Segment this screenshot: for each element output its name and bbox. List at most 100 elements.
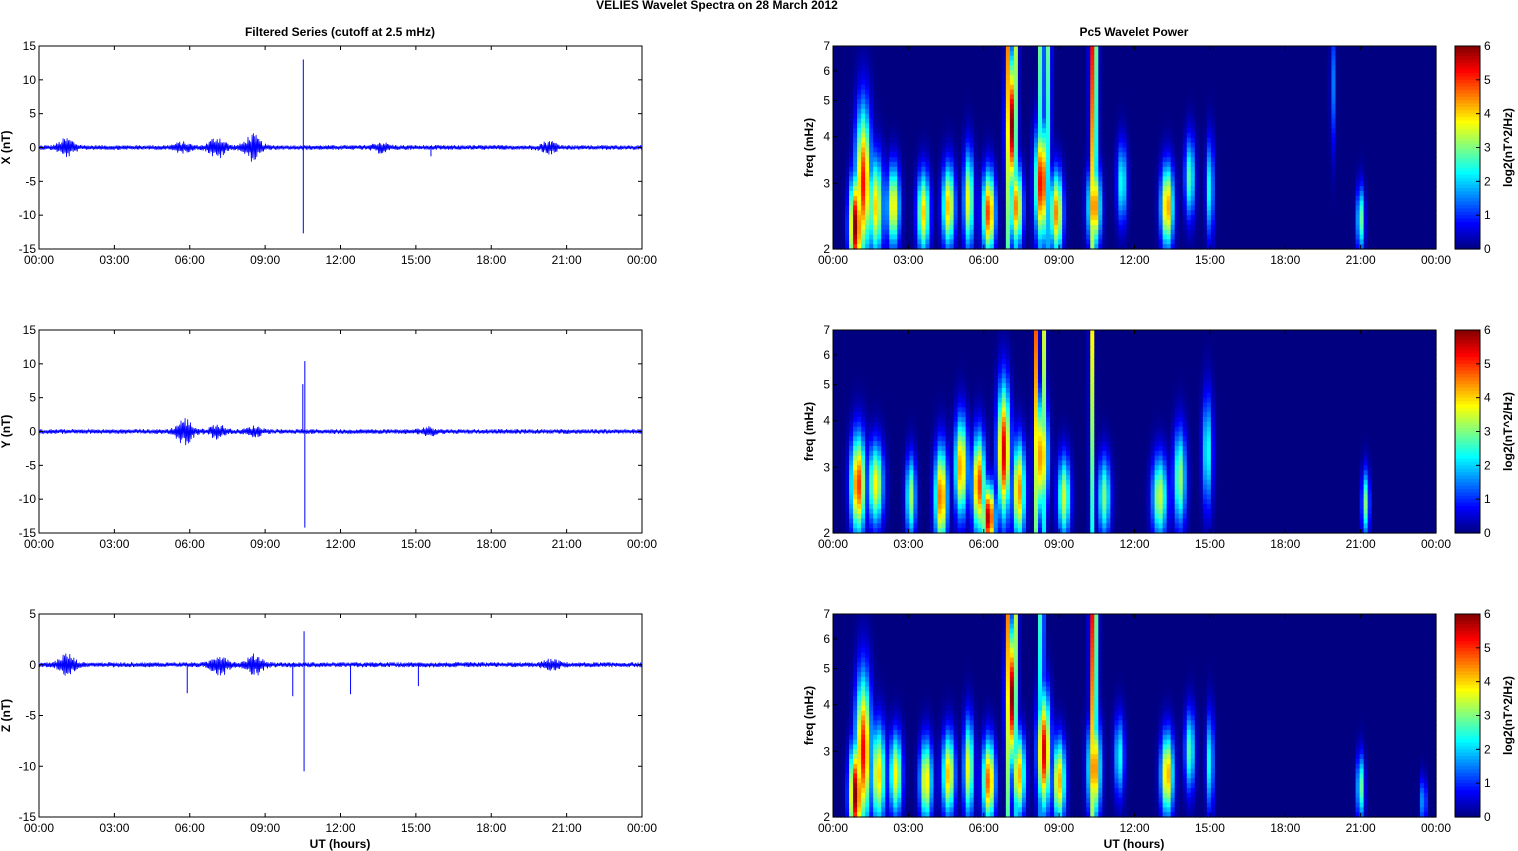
wavelet-1-cell [901, 104, 906, 110]
wavelet-1-cell [1291, 162, 1296, 168]
wavelet-1-cell [901, 195, 906, 202]
wavelet-1-cell [993, 128, 999, 134]
wavelet-1-cell [913, 147, 919, 153]
wavelet-1-cell [913, 89, 919, 95]
wavelet-1-cell [977, 152, 983, 158]
wavelet-1-cell [1287, 70, 1292, 76]
wavelet-1-cell [893, 220, 898, 226]
wavelet-1-cell [1038, 205, 1043, 211]
wavelet-1-cell [1102, 147, 1107, 153]
wavelet-1-cell [841, 244, 846, 250]
wavelet-1-cell [853, 46, 858, 52]
wavelet-1-cell [1170, 108, 1176, 115]
wavelet-1-cell [1279, 70, 1284, 76]
wavelet-1-cell [1138, 79, 1144, 86]
wavelet-1-cell [1291, 152, 1296, 158]
wavelet-1-cell [1130, 152, 1136, 158]
wavelet-1-cell [1230, 195, 1236, 202]
wavelet-1-cell [877, 210, 882, 216]
wavelet-1-cell [981, 229, 987, 236]
wavelet-1-cell [849, 94, 854, 100]
wavelet-1-cell [969, 84, 975, 91]
wavelet-1-cell [1154, 46, 1160, 52]
wavelet-1-cell [1110, 89, 1115, 95]
wavelet-1-cell [1042, 84, 1047, 91]
wavelet-1-cell [1038, 186, 1043, 192]
wavelet-1-cell [1102, 113, 1107, 120]
wavelet-1-cell [993, 50, 999, 57]
wavelet-1-cell [977, 79, 983, 86]
wavelet-1-cell [1001, 152, 1007, 158]
wavelet-1-cell [945, 108, 951, 115]
wavelet-1-cell [961, 137, 967, 144]
wavelet-1-cell [1154, 186, 1160, 192]
wavelet-1-cell [869, 152, 874, 158]
wavelet-1-cell [1017, 195, 1023, 202]
wavelet-1-cell [965, 113, 971, 120]
wavelet-1-cell [1267, 123, 1272, 129]
wavelet-1-cell [941, 55, 947, 62]
wavelet-1-cell [965, 104, 971, 110]
wavelet-1-cell [1074, 94, 1079, 100]
wavelet-1-cell [1247, 84, 1252, 91]
wavelet-1-cell [1202, 94, 1208, 100]
wavelet-1-cell [1174, 123, 1180, 129]
wavelet-1-cell [1154, 79, 1160, 86]
wavelet-1-cell [993, 215, 999, 221]
wavelet-1-cell [917, 89, 923, 95]
wavelet-1-cell [1174, 108, 1180, 115]
wavelet-1-cell [1142, 108, 1148, 115]
wavelet-1-cell [1198, 181, 1204, 187]
wavelet-1-cell [897, 123, 902, 129]
wavelet-1-cell [1066, 205, 1071, 211]
wavelet-1-cell [881, 205, 886, 211]
wavelet-1-cell [977, 234, 983, 240]
wavelet-1-cell [941, 118, 947, 124]
wavelet-1-cell [1279, 210, 1284, 216]
wavelet-1-cell [949, 128, 955, 134]
wavelet-1-cell [949, 108, 955, 115]
wavelet-1-cell [1178, 128, 1184, 134]
wavelet-1-cell [1013, 152, 1019, 158]
wavelet-1-cell [921, 113, 927, 120]
wavelet-1-cell [1283, 239, 1288, 245]
wavelet-1-cell [1058, 157, 1063, 163]
wavelet-1-cell [1182, 113, 1188, 120]
wavelet-1-cell [1251, 205, 1256, 211]
wavelet-1-cell [885, 244, 890, 250]
wavelet-1-cell [857, 162, 862, 168]
wavelet-1-cell [1166, 191, 1172, 197]
wavelet-1-cell [1255, 89, 1260, 95]
wavelet-1-cell [877, 46, 882, 52]
wavelet-1-cell [961, 113, 967, 120]
wavelet-1-cell [1090, 60, 1095, 66]
wavelet-1-cell [1066, 239, 1071, 245]
wavelet-1-cell [1094, 176, 1099, 182]
wavelet-1-cell [1046, 118, 1051, 124]
wavelet-1-cell [1194, 224, 1200, 231]
wavelet-1-cell [1279, 142, 1284, 149]
wavelet-1-cell [1214, 46, 1220, 52]
wavelet-1-cell [1158, 123, 1164, 129]
wavelet-1-cell [1005, 113, 1011, 120]
wavelet-1-cell [1287, 224, 1292, 231]
wavelet-1-cell [1158, 99, 1164, 105]
wavelet-1-cell [1194, 195, 1200, 202]
wavelet-1-cell [1170, 70, 1176, 76]
wavelet-1-cell [933, 60, 939, 66]
wavelet-1-cell [993, 142, 999, 149]
wavelet-1-cell [1174, 79, 1180, 86]
wavelet-1-cell [853, 220, 858, 226]
wavelet-1-cell [837, 60, 842, 66]
wavelet-1-cell [1038, 79, 1043, 86]
wavelet-1-cell [1094, 171, 1099, 178]
wavelet-1-cell [953, 84, 959, 91]
wavelet-1-cell [1150, 133, 1156, 139]
wavelet-1-cell [941, 191, 947, 197]
wavelet-1-cell [1154, 220, 1160, 226]
wavelet-1-cell [925, 46, 931, 52]
wavelet-1-cell [857, 133, 862, 139]
wavelet-1-cell [1263, 176, 1268, 182]
wavelet-1-cell [941, 224, 947, 231]
wavelet-1-cell [1042, 191, 1047, 197]
